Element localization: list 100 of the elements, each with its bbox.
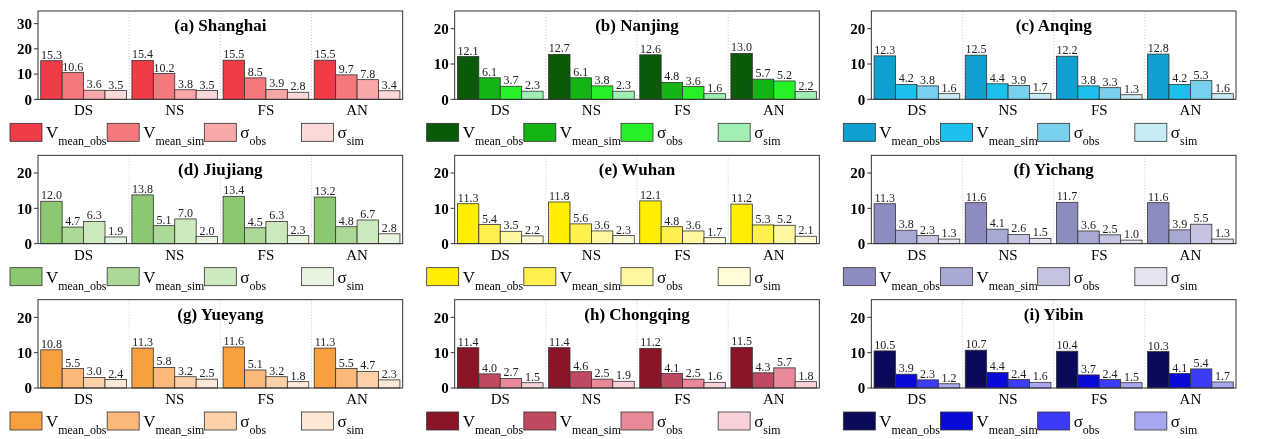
data-label: 3.8 [920, 72, 936, 87]
legend-label: V$_{mean_sim}$ [143, 123, 206, 149]
data-label: 12.8 [1147, 41, 1169, 56]
y-tick-label: 0 [857, 235, 866, 252]
data-label: 3.2 [269, 363, 285, 378]
data-label: 11.6 [1148, 189, 1169, 204]
data-label: 4.2 [898, 71, 914, 86]
data-label: 1.6 [941, 80, 957, 95]
data-label: 1.8 [290, 368, 306, 383]
data-label: 10.5 [874, 337, 896, 352]
chart-title: (e) Wuhan [598, 160, 676, 180]
y-tick-label: 20 [850, 309, 866, 326]
data-label: 3.7 [1081, 361, 1097, 376]
y-tick-label: 0 [24, 380, 32, 397]
x-tick-label: AN [762, 391, 785, 407]
data-label: 3.8 [594, 72, 610, 87]
legend-label: σ$_{sim}$ [1170, 123, 1198, 149]
data-label: 1.8 [798, 368, 814, 383]
y-tick-label: 0 [441, 380, 449, 397]
x-tick-label: FS [257, 102, 275, 119]
data-label: 3.0 [86, 364, 102, 379]
data-label: 2.5 [1102, 221, 1118, 236]
data-label: 3.6 [685, 73, 701, 88]
y-tick-label: 20 [17, 41, 32, 58]
data-label: 8.5 [247, 64, 263, 79]
x-tick-label: DS [907, 102, 927, 119]
data-label: 4.7 [360, 358, 376, 373]
data-label: 2.3 [920, 222, 936, 237]
data-label: 4.4 [989, 70, 1005, 85]
data-label: 3.6 [685, 217, 701, 232]
data-label: 3.9 [1172, 216, 1188, 231]
data-label: 3.5 [199, 77, 215, 92]
x-tick-label: NS [581, 102, 602, 119]
data-label: 13.8 [132, 181, 154, 196]
data-label: 5.5 [65, 355, 81, 370]
x-tick-label: NS [998, 246, 1018, 263]
data-label: 1.6 [1215, 80, 1231, 95]
legend-label: V$_{mean_obs}$ [462, 267, 524, 293]
data-label: 5.2 [776, 212, 792, 227]
x-tick-label: DS [490, 246, 510, 263]
y-tick-label: 30 [17, 15, 32, 32]
data-label: 2.5 [685, 366, 701, 381]
data-label: 5.4 [482, 211, 498, 226]
data-label: 11.2 [640, 335, 661, 350]
legend-label: V$_{mean_obs}$ [46, 267, 107, 293]
data-label: 3.3 [1102, 74, 1118, 89]
data-label: 2.2 [524, 222, 540, 237]
data-label: 3.2 [177, 363, 193, 378]
data-label: 4.7 [65, 214, 81, 229]
data-label: 1.6 [1032, 369, 1048, 384]
data-label: 11.3 [314, 335, 336, 350]
x-tick-label: DS [490, 391, 510, 407]
data-label: 3.5 [503, 218, 519, 233]
y-tick-label: 10 [433, 200, 449, 217]
data-label: 6.3 [269, 208, 285, 223]
x-tick-label: DS [73, 102, 94, 119]
legend-label: V$_{mean_obs}$ [879, 123, 941, 149]
legend-label: σ$_{obs}$ [1073, 123, 1100, 149]
x-tick-label: FS [257, 246, 275, 263]
data-label: 11.2 [731, 191, 752, 206]
data-label: 6.1 [482, 64, 498, 79]
data-label: 2.2 [798, 78, 814, 93]
x-tick-label: FS [257, 391, 275, 407]
y-tick-label: 20 [433, 309, 449, 326]
y-tick-label: 20 [433, 165, 449, 182]
data-label: 2.8 [381, 220, 397, 235]
legend-label: V$_{mean_obs}$ [462, 412, 524, 437]
chart-title: (d) Jiujiang [178, 160, 264, 180]
data-label: 11.3 [874, 190, 896, 205]
legend-label: σ$_{sim}$ [754, 412, 782, 437]
legend-label: σ$_{sim}$ [337, 123, 365, 149]
data-label: 11.5 [731, 334, 752, 349]
data-label: 5.1 [156, 212, 172, 227]
data-label: 13.0 [731, 40, 753, 55]
y-tick-label: 10 [850, 56, 866, 73]
data-label: 10.7 [965, 337, 987, 352]
legend-label: σ$_{sim}$ [754, 123, 782, 149]
x-tick-label: NS [165, 102, 185, 119]
legend-label: σ$_{sim}$ [337, 412, 365, 437]
data-label: 1.3 [941, 226, 957, 241]
legend-label: V$_{mean_sim}$ [976, 123, 1039, 149]
legend-label: σ$_{obs}$ [240, 267, 267, 293]
data-label: 5.1 [247, 356, 263, 371]
x-tick-label: AN [346, 391, 369, 407]
x-tick-label: FS [1090, 102, 1108, 119]
legend-label: σ$_{obs}$ [240, 412, 267, 437]
legend-label: V$_{mean_sim}$ [143, 412, 206, 437]
data-label: 10.8 [40, 336, 62, 351]
y-tick-label: 20 [850, 165, 866, 182]
x-tick-label: AN [346, 246, 369, 263]
data-label: 2.3 [381, 366, 397, 381]
data-label: 3.6 [1081, 217, 1097, 232]
data-label: 5.5 [1193, 211, 1209, 226]
data-label: 5.3 [1193, 67, 1209, 82]
data-label: 4.5 [247, 214, 263, 229]
chart-title: (h) Chongqing [584, 304, 691, 324]
x-tick-label: NS [998, 391, 1018, 407]
data-label: 7.0 [177, 205, 193, 220]
legend-label: V$_{mean_sim}$ [559, 412, 622, 437]
data-label: 4.8 [338, 213, 354, 228]
